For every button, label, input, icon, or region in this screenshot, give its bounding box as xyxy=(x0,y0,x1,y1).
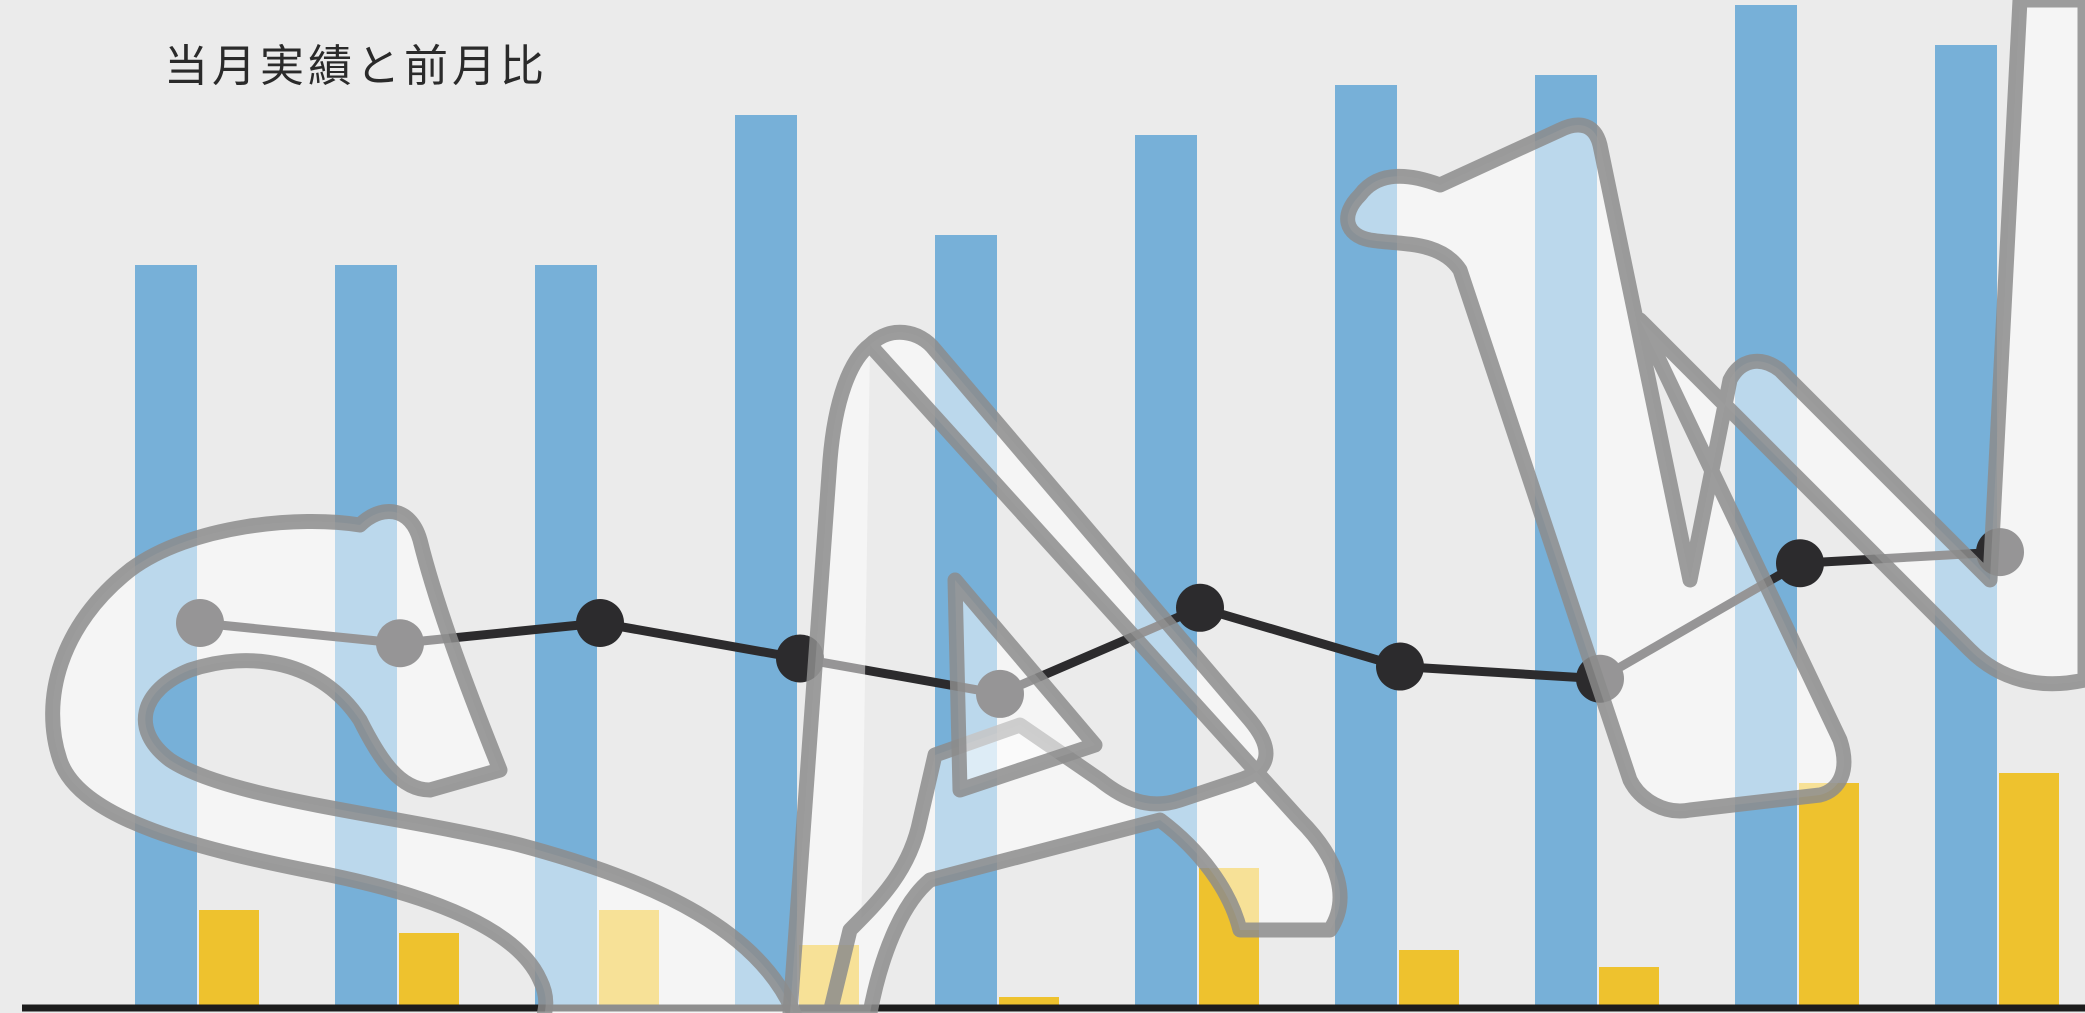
line-point-6 xyxy=(1176,583,1224,632)
line-point-4 xyxy=(776,634,824,683)
blue-bar-5 xyxy=(935,235,997,1005)
line-point-1 xyxy=(176,598,224,647)
blue-bar-4 xyxy=(735,115,797,1005)
blue-bar-8 xyxy=(1535,75,1597,1005)
chart-title: 当月実績と前月比 xyxy=(164,41,548,92)
line-point-8 xyxy=(1576,654,1624,703)
line-point-9 xyxy=(1776,539,1824,588)
blue-bar-7 xyxy=(1335,85,1397,1005)
yellow-bar-2 xyxy=(399,933,459,1005)
yellow-bar-8 xyxy=(1599,967,1659,1005)
blue-bar-series xyxy=(135,5,1997,1005)
yellow-bar-6 xyxy=(1199,868,1259,1005)
line-point-3 xyxy=(576,598,624,647)
line-point-10 xyxy=(1976,528,2024,577)
yellow-bar-3 xyxy=(599,910,659,1005)
line-point-5 xyxy=(976,669,1024,718)
line-point-2 xyxy=(376,619,424,668)
blue-bar-9 xyxy=(1735,5,1797,1005)
line-point-7 xyxy=(1376,642,1424,691)
blue-bar-6 xyxy=(1135,135,1197,1005)
yellow-bar-4 xyxy=(799,945,859,1005)
yellow-bar-1 xyxy=(199,910,259,1005)
yellow-bar-10 xyxy=(1999,773,2059,1005)
yellow-bar-9 xyxy=(1799,783,1859,1005)
blue-bar-10 xyxy=(1935,45,1997,1005)
line-series-path xyxy=(199,547,2001,699)
yellow-bar-7 xyxy=(1399,950,1459,1005)
yellow-bar-5 xyxy=(999,997,1059,1005)
